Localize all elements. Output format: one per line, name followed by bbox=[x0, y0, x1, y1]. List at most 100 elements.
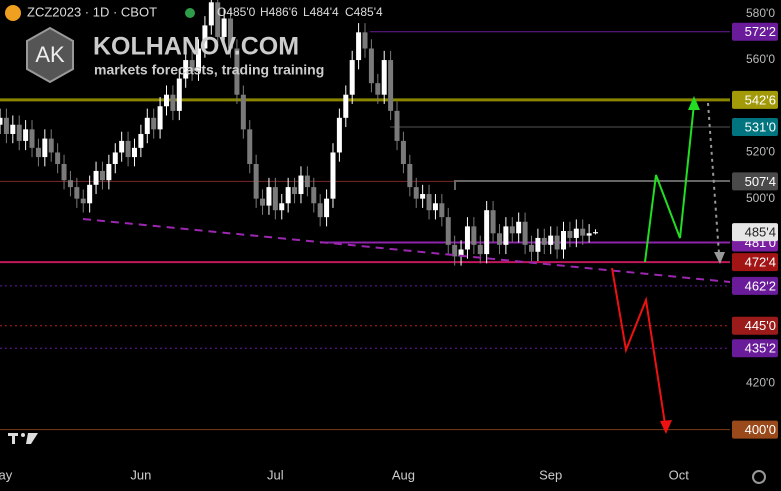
candle-body bbox=[240, 94, 246, 130]
candle-body bbox=[163, 94, 169, 107]
price-label: 507'4 bbox=[745, 174, 776, 189]
plot-area bbox=[0, 0, 730, 431]
y-tick-label: 520'0 bbox=[746, 145, 775, 159]
candle-body bbox=[343, 94, 349, 118]
candle-body bbox=[311, 187, 317, 204]
candle-body bbox=[541, 237, 547, 245]
candle-body bbox=[471, 226, 477, 245]
candle-body bbox=[0, 117, 3, 125]
candle-body bbox=[87, 184, 93, 204]
candle-body bbox=[535, 237, 541, 252]
candle-body bbox=[522, 221, 528, 245]
candle-body bbox=[503, 226, 509, 245]
price-label: 472'4 bbox=[745, 255, 776, 270]
price-label: 542'6 bbox=[745, 92, 776, 107]
candle-body bbox=[266, 187, 272, 206]
gear[interactable] bbox=[752, 470, 766, 484]
drawings bbox=[82, 96, 731, 434]
price-label-bg bbox=[732, 276, 778, 295]
tv-logo-part bbox=[12, 433, 15, 444]
candle-body bbox=[375, 83, 381, 95]
candle-body bbox=[452, 244, 458, 257]
candle-body bbox=[490, 210, 496, 234]
price-label-bg bbox=[732, 172, 778, 191]
price-label-bg bbox=[732, 253, 778, 272]
candle-body bbox=[400, 140, 406, 165]
candle-body bbox=[131, 147, 137, 158]
candle-body bbox=[516, 221, 522, 234]
x-tick-label: Sep bbox=[539, 467, 562, 482]
ohlc-open: O485'0 bbox=[217, 5, 256, 19]
y-tick-label: 420'0 bbox=[746, 376, 775, 390]
price-label-bg bbox=[732, 90, 778, 109]
candle-body bbox=[67, 180, 73, 188]
candle-body bbox=[477, 244, 483, 255]
candle-body bbox=[35, 147, 41, 158]
projection bbox=[707, 102, 720, 255]
candle-body bbox=[55, 152, 61, 165]
x-tick-label: Oct bbox=[669, 467, 690, 482]
price-label: 400'0 bbox=[745, 422, 776, 437]
candle-body bbox=[221, 18, 227, 37]
candle-body bbox=[336, 117, 342, 153]
candle-body bbox=[144, 117, 150, 134]
candle-body bbox=[292, 187, 298, 195]
candle-body bbox=[260, 198, 266, 206]
arrow-head bbox=[688, 96, 700, 110]
trend-line bbox=[82, 218, 731, 283]
candle-body bbox=[253, 164, 259, 199]
candle-body bbox=[554, 235, 560, 250]
candle-body bbox=[509, 226, 515, 234]
candle-body bbox=[272, 187, 278, 211]
bull-scenario bbox=[644, 103, 695, 263]
candle-body bbox=[189, 60, 195, 72]
candle-body bbox=[202, 25, 208, 49]
settings-icon[interactable] bbox=[752, 470, 766, 484]
y-tick-label: 580'0 bbox=[746, 6, 775, 20]
x-tick-label: Jul bbox=[267, 467, 284, 482]
candle-body bbox=[349, 60, 355, 95]
candle-body bbox=[394, 110, 400, 141]
candle-body bbox=[29, 129, 35, 148]
candle-body bbox=[234, 48, 240, 95]
candle-body bbox=[432, 203, 438, 211]
symbol: ZCZ2023 · 1D · CBOT bbox=[27, 4, 157, 19]
candle-body bbox=[48, 138, 54, 153]
price-label-bg bbox=[732, 316, 778, 335]
candle-body bbox=[407, 164, 413, 188]
candle-body bbox=[170, 94, 176, 111]
candle-body bbox=[93, 170, 99, 185]
candle-body bbox=[16, 124, 22, 141]
price-label: 435'2 bbox=[745, 341, 776, 356]
candle-body bbox=[356, 32, 362, 61]
candle-body bbox=[42, 138, 48, 158]
tv-logo bbox=[8, 433, 38, 444]
candle-body bbox=[298, 175, 304, 195]
candle-body bbox=[381, 60, 387, 95]
price-label-bg bbox=[732, 223, 778, 242]
candle-body bbox=[413, 187, 419, 199]
x-tick-label: May bbox=[0, 467, 13, 482]
candle-body bbox=[304, 175, 310, 188]
candle-body bbox=[464, 226, 470, 250]
candle-body bbox=[593, 232, 599, 234]
price-label: 485'4 bbox=[745, 225, 776, 240]
candle-body bbox=[484, 210, 490, 255]
candle-body bbox=[80, 198, 86, 204]
candle-body bbox=[285, 187, 291, 204]
candle-body bbox=[573, 228, 579, 238]
arrow-head bbox=[660, 420, 672, 434]
candle-body bbox=[196, 48, 202, 72]
symbol-icon bbox=[5, 5, 21, 21]
candle-body bbox=[228, 18, 234, 49]
price-label-bg bbox=[732, 339, 778, 358]
logo-subtitle: markets forecasts, trading training bbox=[94, 62, 324, 78]
range-line bbox=[454, 180, 730, 190]
candle-body bbox=[317, 203, 323, 218]
price-label: 572'2 bbox=[745, 24, 776, 39]
x-tick-label: Aug bbox=[392, 467, 415, 482]
candle-body bbox=[125, 140, 131, 158]
x-tick-label: Jun bbox=[130, 467, 151, 482]
candle-body bbox=[458, 249, 464, 257]
